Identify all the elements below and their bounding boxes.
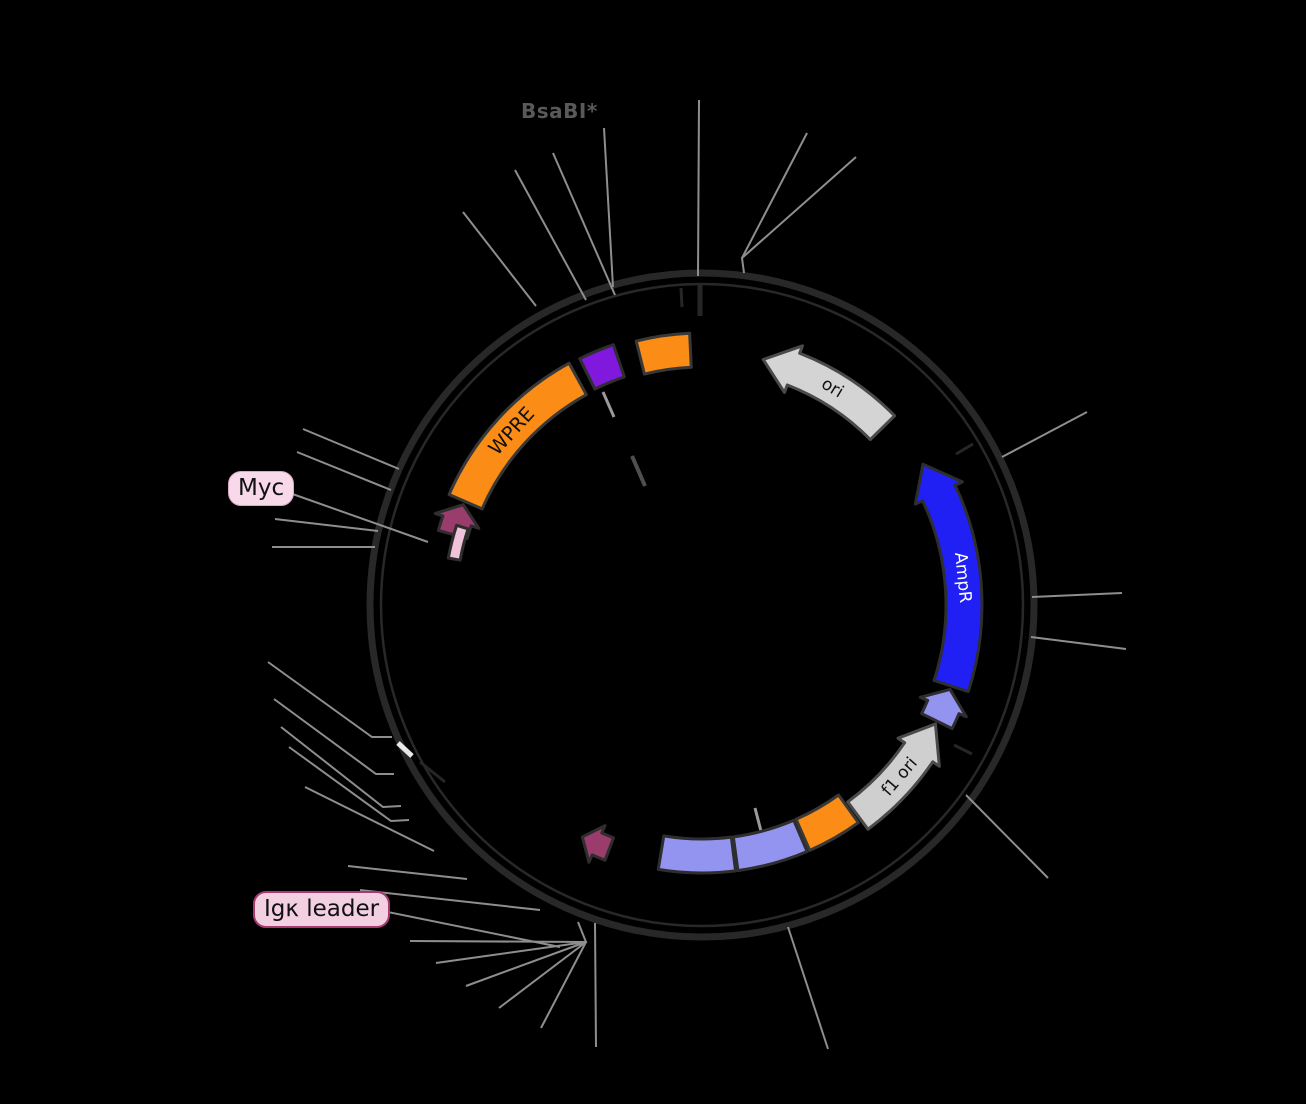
enzyme-callout-line (1031, 592, 1123, 598)
feature-cds-lavender-right[interactable] (731, 818, 809, 873)
enzyme-callout-line (741, 156, 857, 259)
tick-white (396, 741, 414, 758)
enzyme-callout-line (296, 451, 392, 491)
enzyme-callout-line (274, 518, 379, 532)
feature-wpre[interactable] (447, 361, 588, 511)
enzyme-callout-line (302, 428, 400, 470)
enzyme-callout-line (594, 922, 597, 1048)
enzyme-callout-line (465, 941, 587, 987)
feature-f1-ori[interactable] (846, 722, 941, 831)
enzyme-callout-line (283, 490, 429, 543)
plasmid-backbone-outer (366, 269, 1038, 941)
feature-myc-tag[interactable] (446, 523, 470, 562)
enzyme-callout-line (965, 794, 1049, 879)
enzyme-callout-line (273, 698, 394, 775)
feature-ampr-promoter[interactable] (918, 687, 968, 731)
enzyme-callout-line (603, 127, 614, 288)
enzyme-callout-line (304, 786, 435, 852)
enzyme-callout-line (514, 169, 587, 301)
tick-right-lower (953, 743, 973, 756)
enzyme-callout-line (498, 941, 587, 1009)
enzyme-callout-line (288, 746, 410, 823)
tick-left-lower (419, 760, 446, 784)
enzyme-callout-line (409, 921, 588, 944)
feature-ori[interactable] (761, 344, 897, 442)
feature-label-myc[interactable]: Myc (228, 471, 295, 506)
enzyme-callout-line (435, 941, 587, 964)
inner-dash (630, 455, 647, 487)
enzyme-callout-line (697, 99, 700, 277)
feature-ampr[interactable] (913, 462, 984, 694)
enzyme-callout-line (1001, 411, 1088, 458)
enzyme-callout-line (552, 152, 616, 296)
feature-cds-lavender-left[interactable] (656, 834, 738, 875)
enzyme-callout-line (280, 726, 402, 809)
enzyme-callout-line (347, 865, 468, 880)
tick-right-upper (955, 442, 974, 456)
feature-segment-purple[interactable] (578, 343, 626, 391)
inner-dash (601, 391, 616, 418)
enzyme-callout-line (267, 661, 392, 738)
enzyme-callout-line (540, 941, 587, 1029)
site-label-bsabi: BsaBI* (521, 99, 598, 123)
feature-segment-orange-bottom[interactable] (794, 793, 860, 852)
enzyme-callout-line (787, 926, 829, 1050)
enzyme-callout-line (462, 211, 537, 307)
feature-label-igk[interactable]: Igκ leader (253, 891, 391, 928)
enzyme-callout-line (359, 889, 541, 911)
tick-top-minor (679, 287, 684, 308)
enzyme-callout-line (1030, 636, 1127, 650)
feature-igk-leader-arrow[interactable] (580, 824, 616, 864)
feature-segment-orange-top[interactable] (634, 331, 693, 376)
plasmid-backbone-inner (379, 282, 1025, 928)
enzyme-callout-line (740, 132, 808, 274)
